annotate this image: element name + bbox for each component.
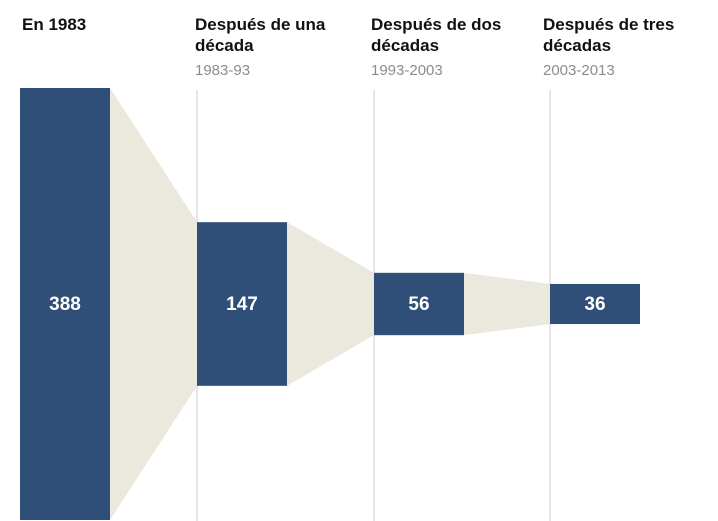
bar-value-label-2: 147 (226, 294, 258, 315)
header-subtitle-decade-3: 2003-2013 (543, 62, 615, 79)
funnel-band-1 (110, 88, 197, 520)
bar-56 (374, 272, 464, 336)
bar-value-label-1: 388 (49, 294, 81, 315)
header-subtitle-decade-1: 1983-93 (195, 62, 251, 79)
bar-388 (20, 88, 110, 520)
header-title-decade-3: Después de tres décadas (543, 15, 675, 55)
funnel-band-2 (287, 222, 374, 386)
bar-147 (197, 222, 287, 386)
header-title-decade-1: Después de una década (195, 15, 326, 55)
header-subtitle-decade-2: 1993-2003 (371, 62, 443, 79)
bar-value-label-4: 36 (584, 294, 605, 315)
funnel-band-3 (464, 272, 550, 336)
bar-value-label-3: 56 (408, 294, 429, 315)
bar-36 (550, 283, 640, 325)
header-title-decade-2: Después de dos décadas (371, 15, 502, 55)
header-title-1983: En 1983 (22, 15, 87, 34)
